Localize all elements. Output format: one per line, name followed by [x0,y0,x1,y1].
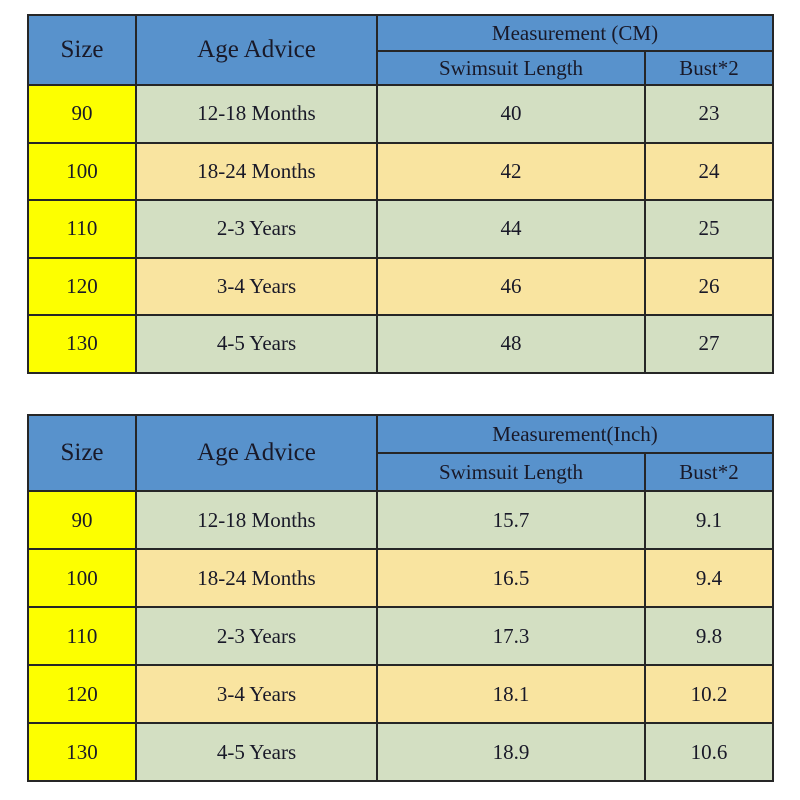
cm-row5-size: 130 [27,314,137,374]
inch-row5-size: 130 [27,722,137,782]
cm-header-measurement-group: Measurement (CM) [376,14,774,52]
size-chart-table-inch: Size Age Advice Measurement(Inch) Swimsu… [27,414,774,782]
table-row: 110 2-3 Years 44 25 [27,199,774,259]
table-row: 130 4-5 Years 18.9 10.6 [27,722,774,782]
cm-row1-swimsuit-length: 40 [376,84,646,144]
cm-header-swimsuit-length: Swimsuit Length [376,50,646,86]
cm-header-size: Size [27,14,137,86]
cm-row4-swimsuit-length: 46 [376,256,646,316]
inch-row5-swimsuit-length: 18.9 [376,722,646,782]
cm-row1-age: 12-18 Months [135,84,378,144]
inch-row2-bust2: 9.4 [644,548,774,608]
table-row: 120 3-4 Years 18.1 10.2 [27,664,774,724]
cm-row2-bust2: 24 [644,141,774,201]
cm-row4-size: 120 [27,256,137,316]
table-row: 90 12-18 Months 15.7 9.1 [27,490,774,550]
cm-header-bust2: Bust*2 [644,50,774,86]
inch-row2-age: 18-24 Months [135,548,378,608]
table-row: 120 3-4 Years 46 26 [27,256,774,316]
table-row: 100 18-24 Months 42 24 [27,141,774,201]
inch-row3-size: 110 [27,606,137,666]
cm-row4-bust2: 26 [644,256,774,316]
inch-row1-age: 12-18 Months [135,490,378,550]
inch-table-body: 90 12-18 Months 15.7 9.1 100 18-24 Month… [27,490,774,782]
cm-table-header: Size Age Advice Measurement (CM) Swimsui… [27,14,774,86]
inch-row3-swimsuit-length: 17.3 [376,606,646,666]
cm-row2-size: 100 [27,141,137,201]
inch-row4-age: 3-4 Years [135,664,378,724]
cm-row5-swimsuit-length: 48 [376,314,646,374]
table-row: 100 18-24 Months 16.5 9.4 [27,548,774,608]
inch-row2-swimsuit-length: 16.5 [376,548,646,608]
table-row: 130 4-5 Years 48 27 [27,314,774,374]
inch-row4-bust2: 10.2 [644,664,774,724]
inch-row3-age: 2-3 Years [135,606,378,666]
cm-row3-size: 110 [27,199,137,259]
cm-row1-bust2: 23 [644,84,774,144]
size-chart-table-cm: Size Age Advice Measurement (CM) Swimsui… [27,14,774,374]
inch-row1-size: 90 [27,490,137,550]
inch-row1-bust2: 9.1 [644,490,774,550]
cm-row3-age: 2-3 Years [135,199,378,259]
inch-header-size: Size [27,414,137,492]
cm-row5-age: 4-5 Years [135,314,378,374]
inch-header-measurement-group: Measurement(Inch) [376,414,774,454]
inch-row5-age: 4-5 Years [135,722,378,782]
inch-row5-bust2: 10.6 [644,722,774,782]
cm-header-age-advice: Age Advice [135,14,378,86]
cm-row2-age: 18-24 Months [135,141,378,201]
inch-header-age-advice: Age Advice [135,414,378,492]
cm-row3-bust2: 25 [644,199,774,259]
inch-table-header: Size Age Advice Measurement(Inch) Swimsu… [27,414,774,492]
cm-row2-swimsuit-length: 42 [376,141,646,201]
table-row: 90 12-18 Months 40 23 [27,84,774,144]
inch-header-swimsuit-length: Swimsuit Length [376,452,646,492]
cm-table-body: 90 12-18 Months 40 23 100 18-24 Months 4… [27,84,774,374]
cm-row1-size: 90 [27,84,137,144]
cm-row3-swimsuit-length: 44 [376,199,646,259]
inch-header-bust2: Bust*2 [644,452,774,492]
cm-row4-age: 3-4 Years [135,256,378,316]
inch-row1-swimsuit-length: 15.7 [376,490,646,550]
table-row: 110 2-3 Years 17.3 9.8 [27,606,774,666]
inch-row3-bust2: 9.8 [644,606,774,666]
inch-row4-swimsuit-length: 18.1 [376,664,646,724]
inch-row2-size: 100 [27,548,137,608]
cm-row5-bust2: 27 [644,314,774,374]
inch-row4-size: 120 [27,664,137,724]
